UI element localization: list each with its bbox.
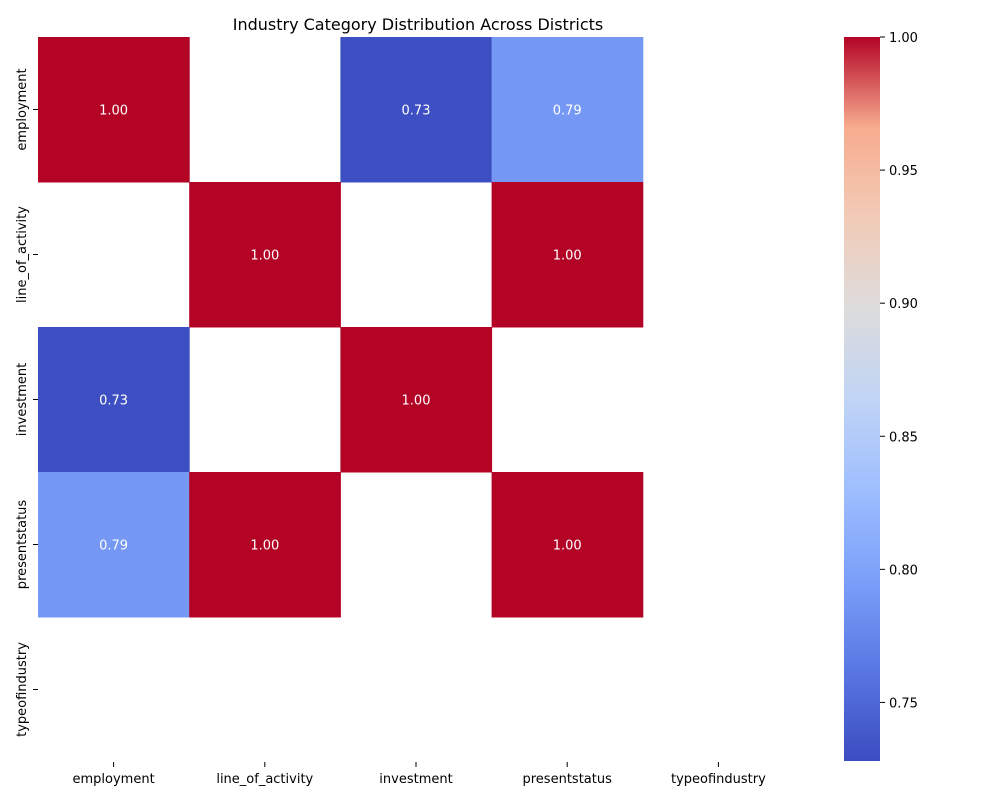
cell-value-label: 1.00	[553, 539, 582, 554]
x-tick-label: typeofindustry	[671, 772, 766, 787]
cell-value-label: 1.00	[402, 394, 431, 409]
heatmap-cell	[491, 37, 644, 183]
heatmap-cell	[340, 37, 493, 183]
x-tick-label: investment	[379, 772, 452, 787]
cell-value-label: 0.73	[402, 104, 431, 119]
colorbar-tick-label: 1.00	[889, 31, 918, 46]
y-tick-label: typeofindustry	[15, 642, 30, 737]
colorbar-tick-label: 0.95	[889, 164, 918, 179]
colorbar-tick-label: 0.80	[889, 563, 918, 578]
cell-value-label: 0.79	[99, 539, 128, 554]
colorbar-tick-label: 0.90	[889, 297, 918, 312]
x-tick-label: employment	[73, 772, 155, 787]
y-tick-label: employment	[15, 68, 30, 150]
chart-title: Industry Category Distribution Across Di…	[233, 15, 604, 34]
colorbar-tick-label: 0.85	[889, 430, 918, 445]
cell-value-label: 1.00	[250, 539, 279, 554]
heatmap-cell	[491, 182, 644, 328]
heatmap-cells: 1.00 0.73 0.79 1.00 1.00 0.73 1.00 0.79 1.00 1.00	[38, 37, 644, 618]
cell-value-label: 1.00	[99, 104, 128, 119]
colorbar-tick-label: 0.75	[889, 696, 918, 711]
heatmap-cell	[38, 472, 190, 618]
cell-value-label: 0.73	[99, 394, 128, 409]
heatmap-cell	[38, 327, 190, 473]
colorbar: 0.75 0.80 0.85 0.90 0.95 1.00	[844, 31, 918, 761]
cell-value-label: 0.79	[553, 104, 582, 119]
heatmap-cell	[189, 472, 341, 618]
heatmap-cell	[340, 327, 493, 473]
heatmap-cell	[189, 182, 341, 328]
x-tick-label: presentstatus	[523, 772, 613, 787]
x-tick-label: line_of_activity	[216, 772, 313, 787]
colorbar-gradient	[844, 37, 880, 761]
y-tick-label: presentstatus	[15, 500, 30, 590]
heatmap-cell	[491, 472, 644, 618]
cell-value-label: 1.00	[250, 249, 279, 264]
y-tick-label: line_of_activity	[15, 206, 30, 303]
x-axis: employment line_of_activity investment pres…	[73, 762, 766, 787]
y-tick-label: investment	[15, 363, 30, 436]
y-axis: employment line_of_activity investment pres…	[15, 68, 38, 737]
heatmap-cell	[38, 37, 190, 183]
cell-value-label: 1.00	[553, 249, 582, 264]
